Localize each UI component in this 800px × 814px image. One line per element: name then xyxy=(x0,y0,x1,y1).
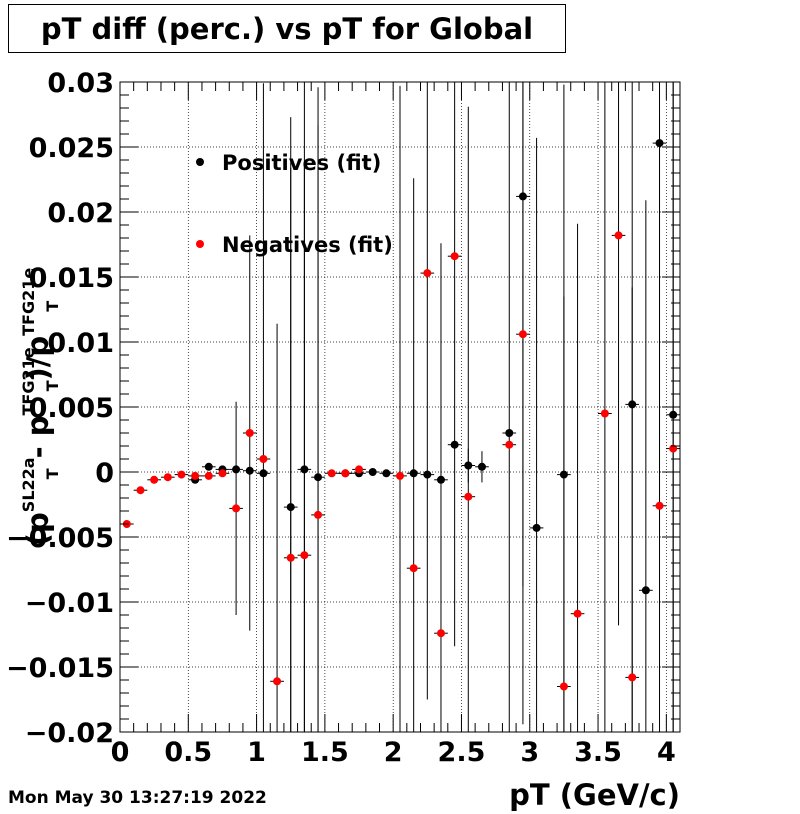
x-axis-label: pT (GeV/c) xyxy=(509,778,680,812)
data-point-negatives xyxy=(204,471,213,480)
x-tick-label: 2 xyxy=(384,737,403,768)
y-tick-label: −0.005 xyxy=(6,523,114,554)
data-point-positives xyxy=(532,523,541,532)
x-tick-label: 1 xyxy=(247,737,266,768)
data-point-negatives xyxy=(423,269,432,278)
y-tick-label: 0.01 xyxy=(47,328,114,359)
data-point-negatives xyxy=(232,504,241,513)
data-point-negatives xyxy=(669,444,678,453)
data-point-positives xyxy=(368,468,377,476)
data-point-negatives xyxy=(614,231,623,240)
data-point-positives xyxy=(559,470,568,479)
data-point-positives xyxy=(245,466,254,475)
y-axis-label: (pSL22a T - pTFG21e T)/pTFG21e T xyxy=(19,268,62,547)
data-point-positives xyxy=(628,400,637,409)
x-tick-label: 0 xyxy=(111,737,130,768)
data-point-negatives xyxy=(573,609,582,618)
data-point-negatives xyxy=(327,469,336,478)
data-point-negatives xyxy=(150,475,159,484)
data-point-negatives xyxy=(450,252,459,261)
legend-label-negatives: Negatives (fit) xyxy=(222,233,393,257)
data-point-negatives xyxy=(314,510,323,519)
data-point-negatives xyxy=(559,682,568,691)
data-point-positives xyxy=(436,475,445,484)
data-point-positives xyxy=(423,470,432,479)
x-tick-label: 0.5 xyxy=(164,737,212,768)
y-tick-label: 0.02 xyxy=(47,198,114,229)
y-tick-label: 0.005 xyxy=(29,393,114,424)
chart-title-box: pT diff (perc.) vs pT for Global xyxy=(8,4,566,53)
data-point-positives xyxy=(204,462,213,471)
y-tick-label: 0.025 xyxy=(29,133,114,164)
x-tick-label: 1.5 xyxy=(301,737,349,768)
timestamp: Mon May 30 13:27:19 2022 xyxy=(8,788,267,808)
axis-ticks xyxy=(119,81,681,733)
x-tick-label: 3.5 xyxy=(574,737,622,768)
data-point-negatives xyxy=(136,486,145,495)
data-point-negatives xyxy=(218,469,227,478)
data-point-negatives xyxy=(355,465,364,474)
data-point-negatives xyxy=(600,409,609,418)
data-point-negatives xyxy=(518,330,527,339)
data-point-negatives xyxy=(436,629,445,638)
legend-marker-negatives xyxy=(196,240,204,248)
y-tick-label: −0.02 xyxy=(25,718,114,749)
x-tick-label: 3 xyxy=(520,737,539,768)
chart-title: pT diff (perc.) vs pT for Global xyxy=(40,11,534,46)
data-point-negatives xyxy=(505,440,514,449)
data-point-negatives xyxy=(628,673,637,682)
data-point-positives xyxy=(641,586,650,595)
data-point-negatives xyxy=(409,564,418,573)
data-point-positives xyxy=(464,461,473,470)
data-point-positives xyxy=(259,469,268,478)
data-point-negatives xyxy=(464,492,473,501)
data-point-negatives xyxy=(341,469,350,478)
x-tick-label: 4 xyxy=(657,737,676,768)
data-point-negatives xyxy=(177,470,186,479)
data-point-positives xyxy=(409,469,418,478)
data-point-positives xyxy=(450,440,459,449)
data-point-negatives xyxy=(259,455,268,463)
data-point-positives xyxy=(300,465,309,474)
data-point-negatives xyxy=(396,471,404,480)
axis-tick-labels: 0 0.5 1 1.5 2 2.5 3 3.5 4 0.03 0.025 0.02 0.015 0.01 0… xyxy=(6,68,676,768)
data-point-positives xyxy=(655,139,664,148)
data-point-negatives xyxy=(245,429,254,437)
data-point-negatives xyxy=(191,471,200,480)
x-tick-label: 2.5 xyxy=(438,737,486,768)
markers xyxy=(122,139,678,691)
legend: Positives (fit) Negatives (fit) xyxy=(196,151,393,257)
data-point-negatives xyxy=(300,551,309,560)
data-point-positives xyxy=(382,469,391,478)
y-tick-label: 0.03 xyxy=(47,68,114,99)
data-point-negatives xyxy=(273,677,282,686)
data-point-negatives xyxy=(655,501,664,510)
data-point-positives xyxy=(232,465,241,474)
y-tick-label: −0.015 xyxy=(6,653,114,684)
data-point-negatives xyxy=(163,473,172,482)
y-tick-label: 0.015 xyxy=(29,263,114,294)
data-point-positives xyxy=(286,503,295,512)
data-point-positives xyxy=(505,429,514,437)
y-tick-label: −0.01 xyxy=(25,588,114,619)
data-point-positives xyxy=(477,462,486,471)
legend-marker-positives xyxy=(196,158,204,166)
legend-label-positives: Positives (fit) xyxy=(222,151,381,175)
data-point-negatives xyxy=(286,553,295,562)
data-point-positives xyxy=(518,192,527,201)
y-tick-label: 0 xyxy=(95,458,114,489)
data-point-positives xyxy=(669,410,678,419)
data-point-positives xyxy=(314,473,323,482)
